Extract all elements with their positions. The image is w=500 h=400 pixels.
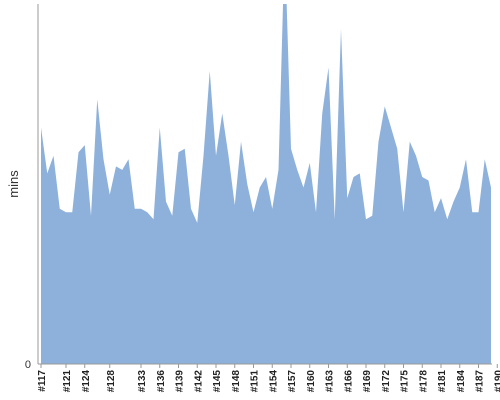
x-tick-label: #181 [437,370,448,393]
y-tick-label-0: 0 [25,359,31,371]
x-tick-label: #117 [37,370,48,392]
x-tick-label: #133 [137,370,148,393]
x-tick-label: #163 [325,370,336,393]
x-tick-label: #124 [81,370,92,393]
x-tick-label: #169 [362,370,373,393]
x-tick-label: #187 [475,370,486,393]
x-tick-label: #178 [418,370,429,393]
x-tick-label: #142 [193,370,204,393]
x-tick-label: #121 [62,370,73,393]
x-tick-label: #139 [175,370,186,393]
x-tick-label: #145 [212,370,223,393]
x-tick-label: #166 [343,370,354,393]
x-tick-label: #154 [268,370,279,393]
x-tick-label: #151 [250,370,261,393]
x-axis-ticks: #117 #121 #124 #128 #133 #136 #139 #142 #145 #148… [37,364,500,392]
x-tick-label: #148 [231,370,242,393]
x-tick-label: #136 [156,370,167,393]
area-series [41,4,491,364]
x-tick-label: #184 [456,370,467,393]
x-tick-label: #128 [106,370,117,393]
x-tick-label: #160 [306,370,317,393]
plot-area [41,4,491,364]
x-tick-label: #172 [381,370,392,393]
x-tick-label: #190 [493,370,500,393]
y-axis-label: mins [6,170,21,198]
x-tick-label: #157 [287,370,298,393]
x-tick-label: #175 [400,370,411,393]
